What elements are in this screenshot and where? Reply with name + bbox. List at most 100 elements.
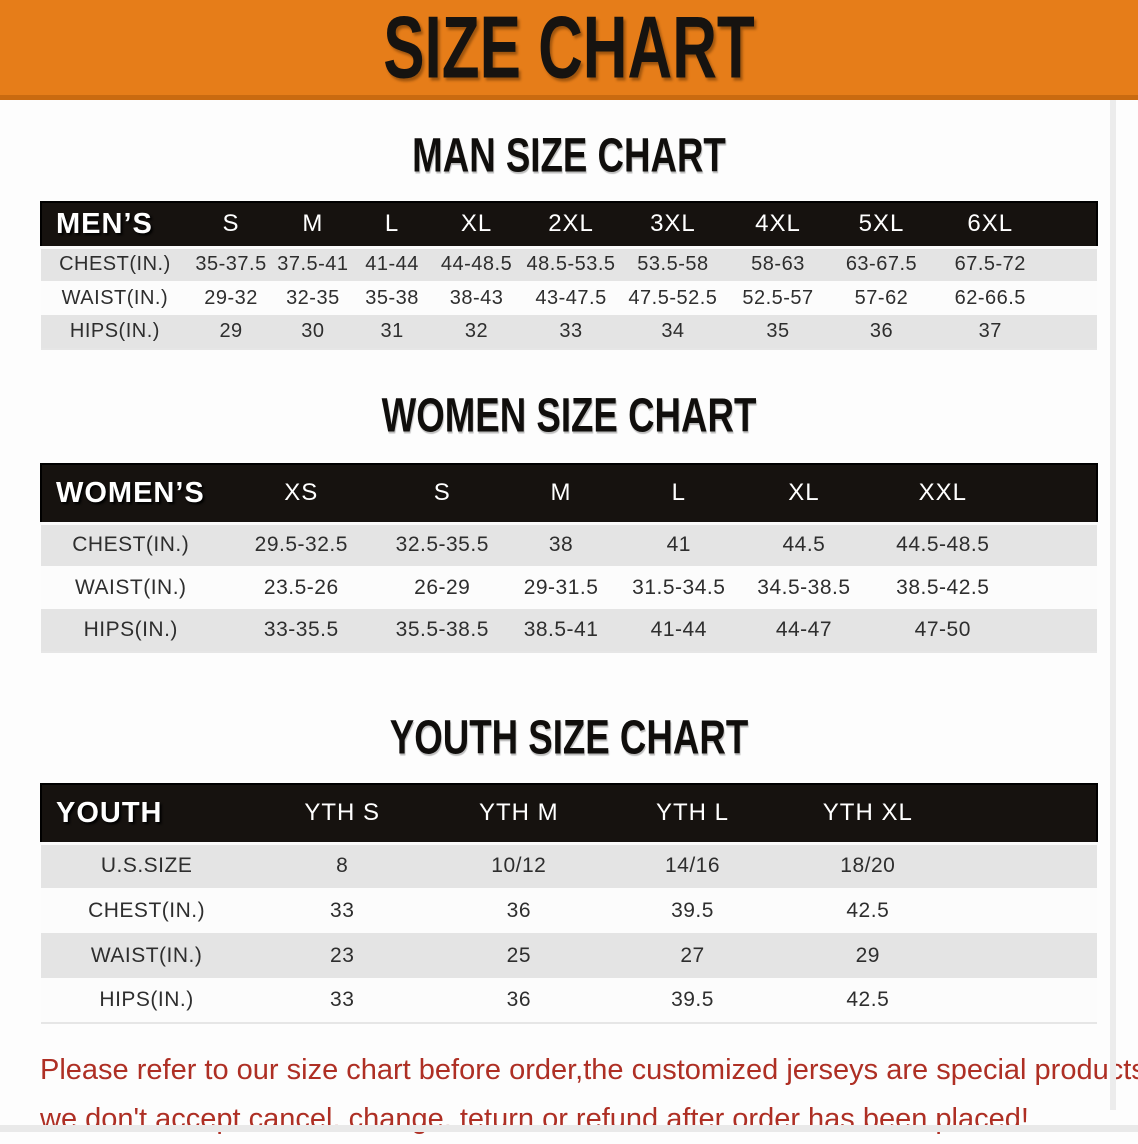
column-header: 2XL <box>521 201 621 248</box>
value-cell: 14/16 <box>605 841 780 888</box>
column-header: YTH S <box>252 783 433 844</box>
table-corner-label: YOUTH <box>39 783 253 844</box>
value-cell: 62-66.5 <box>932 281 1049 315</box>
value-cell: 48.5-53.5 <box>521 245 621 281</box>
value-cell: 27 <box>605 933 780 978</box>
column-header: S <box>382 463 503 524</box>
value-cell: 30 <box>273 315 353 350</box>
value-cell-filler <box>955 888 1097 933</box>
value-cell: 39.5 <box>605 888 780 933</box>
value-cell: 23.5-26 <box>220 566 383 609</box>
row-label: CHEST(IN.) <box>41 245 189 281</box>
value-cell: 53.5-58 <box>620 245 726 281</box>
row-label: U.S.SIZE <box>41 841 253 888</box>
value-cell: 38.5-41 <box>502 609 620 653</box>
size-chart-banner: SIZE CHART <box>0 0 1138 100</box>
disclaimer: Please refer to our size chart before or… <box>40 1046 1138 1144</box>
value-cell: 36 <box>432 888 606 933</box>
value-cell: 18/20 <box>779 841 956 888</box>
column-header: 3XL <box>620 201 726 248</box>
column-header: L <box>619 463 738 524</box>
value-cell: 58-63 <box>725 245 831 281</box>
value-cell: 35 <box>725 315 831 350</box>
value-cell: 38-43 <box>431 281 522 315</box>
value-cell-filler <box>1015 521 1097 566</box>
table-header-row: MEN’S S M L XL 2XL 3XL 4XL 5XL 6XL <box>40 201 1098 248</box>
value-cell: 33 <box>252 888 433 933</box>
value-cell: 41-44 <box>352 245 432 281</box>
column-header: YTH L <box>605 783 780 844</box>
column-header-filler <box>1015 463 1099 524</box>
value-cell: 29 <box>779 933 956 978</box>
right-edge-artifact <box>1110 100 1116 1110</box>
men-size-section: MAN SIZE CHART MEN’S S M L XL 2XL 3XL 4XL 5XL 6XL… <box>0 127 1138 350</box>
value-cell: 47-50 <box>869 609 1016 653</box>
youth-size-table: YOUTH YTH S YTH M YTH L YTH XL U.S.SIZE 8 10/12… <box>39 783 1099 1024</box>
row-label: CHEST(IN.) <box>41 521 221 566</box>
value-cell: 38.5-42.5 <box>869 566 1016 609</box>
value-cell: 29 <box>188 315 274 350</box>
table-row: HIPS(IN.) 33 36 39.5 42.5 <box>41 978 1097 1024</box>
table-row: WAIST(IN.) 29-32 32-35 35-38 38-43 43-47.5 47.… <box>41 281 1097 315</box>
disclaimer-line-1: Please refer to our size chart before or… <box>40 1054 1138 1086</box>
table-row: CHEST(IN.) 29.5-32.5 32.5-35.5 38 41 44.5 44.5… <box>41 521 1097 566</box>
table-row: CHEST(IN.) 35-37.5 37.5-41 41-44 44-48.5 48.5… <box>41 245 1097 281</box>
men-section-title: MAN SIZE CHART <box>412 127 726 182</box>
table-row: U.S.SIZE 8 10/12 14/16 18/20 <box>41 841 1097 888</box>
men-size-table: MEN’S S M L XL 2XL 3XL 4XL 5XL 6XL CHEST(IN.) 35-37… <box>40 201 1098 350</box>
value-cell: 44.5-48.5 <box>869 521 1016 566</box>
column-header: M <box>502 463 620 524</box>
table-header-row: WOMEN’S XS S M L XL XXL <box>40 463 1099 524</box>
value-cell: 35.5-38.5 <box>382 609 503 653</box>
value-cell: 37 <box>932 315 1049 350</box>
women-size-table: WOMEN’S XS S M L XL XXL CHEST(IN.) 29.5-32.5 32.5… <box>40 463 1099 653</box>
column-header: XL <box>737 463 870 524</box>
value-cell: 26-29 <box>382 566 503 609</box>
value-cell: 10/12 <box>432 841 606 888</box>
column-header: YTH M <box>432 783 606 844</box>
value-cell: 63-67.5 <box>830 245 933 281</box>
value-cell: 35-37.5 <box>188 245 274 281</box>
column-header: XXL <box>869 463 1016 524</box>
column-header-filler <box>955 783 1099 844</box>
value-cell: 39.5 <box>605 978 780 1024</box>
value-cell: 32.5-35.5 <box>382 521 503 566</box>
men-table-wrapper: MEN’S S M L XL 2XL 3XL 4XL 5XL 6XL CHEST(IN.) 35-37… <box>0 201 1138 350</box>
women-section-title: WOMEN SIZE CHART <box>381 387 757 442</box>
row-label: WAIST(IN.) <box>41 566 221 609</box>
value-cell: 67.5-72 <box>932 245 1049 281</box>
value-cell: 32-35 <box>273 281 353 315</box>
value-cell: 33-35.5 <box>220 609 383 653</box>
bottom-edge-artifact <box>0 1125 1138 1132</box>
table-header-row: YOUTH YTH S YTH M YTH L YTH XL <box>39 783 1099 844</box>
column-header: XL <box>431 201 522 248</box>
table-row: HIPS(IN.) 29 30 31 32 33 34 35 36 37 <box>41 315 1097 350</box>
value-cell: 42.5 <box>779 978 956 1024</box>
youth-section-title: YOUTH SIZE CHART <box>389 709 749 764</box>
value-cell: 34 <box>620 315 726 350</box>
disclaimer-line-2: we don't accept cancel, change, teturn o… <box>40 1103 1029 1135</box>
youth-size-section: YOUTH SIZE CHART YOUTH YTH S YTH M YTH L YTH… <box>0 709 1138 1024</box>
value-cell-filler <box>1015 566 1097 609</box>
youth-table-wrapper: YOUTH YTH S YTH M YTH L YTH XL U.S.SIZE 8 10/12… <box>0 783 1138 1024</box>
value-cell: 29-31.5 <box>502 566 620 609</box>
value-cell-filler <box>1048 315 1097 350</box>
value-cell: 23 <box>252 933 433 978</box>
value-cell-filler <box>955 841 1097 888</box>
column-header: 4XL <box>725 201 831 248</box>
table-row: HIPS(IN.) 33-35.5 35.5-38.5 38.5-41 41-44 44-… <box>41 609 1097 653</box>
value-cell: 44.5 <box>737 521 870 566</box>
value-cell: 37.5-41 <box>273 245 353 281</box>
women-table-wrapper: WOMEN’S XS S M L XL XXL CHEST(IN.) 29.5-32.5 32.5… <box>0 463 1138 653</box>
value-cell: 43-47.5 <box>521 281 621 315</box>
value-cell: 47.5-52.5 <box>620 281 726 315</box>
table-corner-label: MEN’S <box>40 201 189 248</box>
value-cell-filler <box>1015 609 1097 653</box>
column-header: S <box>188 201 274 248</box>
row-label: WAIST(IN.) <box>41 281 189 315</box>
column-header: XS <box>220 463 383 524</box>
table-corner-label: WOMEN’S <box>40 463 221 524</box>
value-cell: 29.5-32.5 <box>220 521 383 566</box>
value-cell-filler <box>1048 245 1097 281</box>
value-cell: 52.5-57 <box>725 281 831 315</box>
